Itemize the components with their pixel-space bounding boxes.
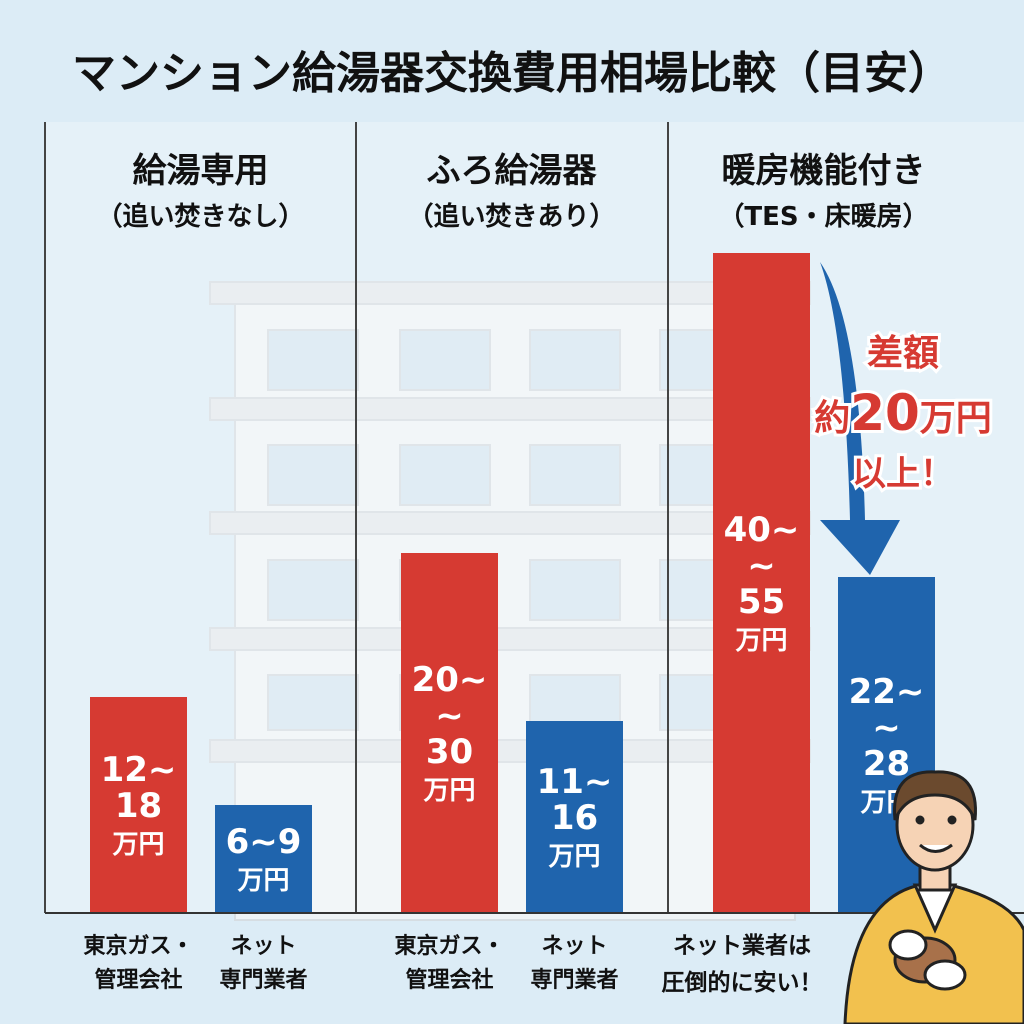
- svg-text:約20万円: 約20万円: [814, 384, 992, 442]
- data-label: 11~: [537, 762, 613, 802]
- category-label: 東京ガス・: [394, 933, 504, 959]
- group-title: 暖房機能付き: [722, 151, 926, 191]
- difference-arrow: [820, 262, 900, 575]
- footnote-line-1: ネット業者は: [673, 932, 811, 959]
- data-label: ~: [747, 546, 776, 586]
- category-label: ネット: [230, 934, 296, 959]
- bar: [401, 553, 498, 913]
- group-subtitle: （追い焚きあり）: [407, 201, 615, 232]
- data-label: 万円: [237, 866, 289, 896]
- data-label: 22~: [849, 672, 925, 712]
- category-label: 専門業者: [530, 968, 618, 993]
- group-title: 給湯専用: [133, 151, 269, 191]
- bar: [526, 721, 623, 913]
- data-label: 万円: [735, 626, 787, 656]
- svg-text:差額: 差額: [867, 333, 939, 374]
- data-label: 30: [426, 732, 473, 772]
- data-label: ~: [872, 708, 901, 748]
- bar: [215, 805, 312, 913]
- footnote-line-2: 圧倒的に安い！: [662, 969, 823, 996]
- category-label: 東京ガス・: [83, 933, 193, 959]
- category-label: ネット: [541, 934, 607, 959]
- group-title: ふろ給湯器: [427, 151, 598, 191]
- data-label: 万円: [548, 842, 600, 872]
- bar: [713, 253, 810, 913]
- data-label: 6~9: [226, 822, 302, 862]
- group-subtitle: （TES・床暖房）: [718, 201, 928, 232]
- bar: [90, 697, 187, 913]
- data-label: 16: [551, 798, 598, 838]
- data-label: 20~: [412, 660, 488, 700]
- category-label: 専門業者: [219, 968, 307, 993]
- data-label: 55: [738, 582, 785, 622]
- category-label: 管理会社: [94, 967, 182, 993]
- data-label: 40~: [724, 510, 800, 550]
- data-label: 18: [115, 786, 162, 826]
- data-label: ~: [435, 696, 464, 736]
- svg-text:以上！: 以上！: [852, 454, 954, 494]
- difference-annotation: 差額 約20万円 以上！: [811, 330, 995, 497]
- data-label: 12~: [101, 750, 177, 790]
- chart-title: マンション給湯器交換費用相場比較（目安）: [72, 48, 952, 99]
- category-label: 管理会社: [405, 967, 493, 993]
- man-illustration: [843, 770, 1024, 1024]
- data-label: 万円: [112, 830, 164, 860]
- data-label: 28: [863, 744, 910, 784]
- group-subtitle: （追い焚きなし）: [96, 201, 304, 232]
- data-label: 万円: [423, 776, 475, 806]
